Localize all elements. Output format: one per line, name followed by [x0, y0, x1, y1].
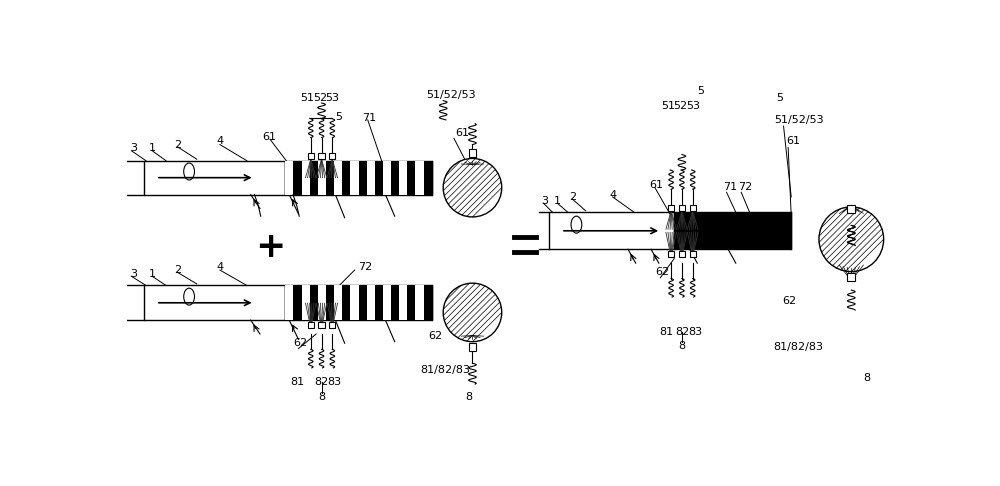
- Bar: [329, 153, 335, 159]
- Bar: [308, 153, 314, 159]
- Bar: [285, 285, 432, 320]
- Bar: [285, 161, 293, 194]
- Text: 8: 8: [863, 373, 870, 383]
- Text: 82: 82: [314, 377, 329, 387]
- Text: 8: 8: [318, 392, 325, 402]
- Bar: [549, 212, 674, 249]
- Text: 81: 81: [659, 327, 674, 337]
- Text: 1: 1: [149, 269, 156, 279]
- Text: 71: 71: [723, 182, 738, 192]
- Bar: [318, 161, 326, 194]
- Ellipse shape: [184, 163, 194, 180]
- Text: 3: 3: [130, 269, 137, 279]
- Text: 61: 61: [455, 128, 469, 138]
- Bar: [350, 285, 359, 320]
- Bar: [144, 161, 285, 194]
- Text: 5: 5: [697, 86, 704, 96]
- Text: 51/52/53: 51/52/53: [426, 90, 476, 100]
- Text: 83: 83: [689, 327, 703, 337]
- Bar: [415, 161, 424, 194]
- Circle shape: [819, 207, 884, 272]
- Text: 62: 62: [655, 267, 669, 278]
- Text: 4: 4: [610, 190, 617, 200]
- Bar: [415, 285, 424, 320]
- Text: 1: 1: [149, 143, 156, 154]
- Text: 53: 53: [325, 93, 339, 104]
- Circle shape: [443, 283, 502, 342]
- Bar: [367, 161, 375, 194]
- Bar: [679, 205, 685, 211]
- Bar: [318, 322, 325, 328]
- Bar: [847, 273, 855, 281]
- Bar: [690, 205, 696, 211]
- Bar: [350, 161, 359, 194]
- Text: 2: 2: [174, 265, 181, 275]
- Bar: [302, 161, 310, 194]
- Text: 62: 62: [782, 296, 796, 306]
- Text: 2: 2: [174, 139, 181, 150]
- Text: 52: 52: [673, 101, 687, 111]
- Bar: [690, 251, 696, 257]
- Bar: [302, 285, 310, 320]
- Bar: [469, 149, 476, 157]
- Text: 3: 3: [541, 196, 548, 206]
- Bar: [334, 161, 342, 194]
- Text: 1: 1: [554, 196, 561, 206]
- Text: 62: 62: [293, 338, 307, 348]
- Bar: [308, 322, 314, 328]
- Bar: [285, 285, 293, 320]
- Circle shape: [443, 158, 502, 217]
- Text: 8: 8: [678, 341, 685, 350]
- Text: 61: 61: [786, 137, 800, 146]
- Bar: [668, 251, 674, 257]
- Text: 51: 51: [661, 101, 675, 111]
- Text: 61: 61: [262, 132, 276, 142]
- Bar: [399, 285, 407, 320]
- Text: 62: 62: [428, 330, 442, 341]
- Bar: [144, 285, 285, 320]
- Text: 81/82/83: 81/82/83: [420, 365, 470, 375]
- Text: 51/52/53: 51/52/53: [774, 115, 824, 125]
- Bar: [367, 285, 375, 320]
- Text: 51: 51: [300, 93, 314, 104]
- Text: 53: 53: [686, 101, 700, 111]
- Bar: [318, 153, 325, 159]
- Text: 5: 5: [335, 112, 342, 122]
- Ellipse shape: [184, 288, 194, 305]
- Text: 2: 2: [569, 192, 577, 202]
- Text: 72: 72: [738, 182, 752, 192]
- Text: 82: 82: [675, 327, 689, 337]
- Bar: [847, 206, 855, 213]
- Text: 4: 4: [216, 137, 223, 146]
- Bar: [469, 343, 476, 351]
- Text: 3: 3: [130, 143, 137, 154]
- Text: 52: 52: [313, 93, 327, 104]
- Text: 5: 5: [776, 93, 783, 104]
- Bar: [285, 161, 432, 194]
- Text: 81: 81: [290, 377, 304, 387]
- Text: 8: 8: [465, 392, 472, 402]
- Bar: [329, 322, 335, 328]
- Ellipse shape: [571, 216, 582, 233]
- Bar: [679, 251, 685, 257]
- Bar: [674, 212, 791, 249]
- Bar: [383, 161, 391, 194]
- Text: 4: 4: [216, 262, 223, 272]
- Text: 72: 72: [358, 262, 373, 272]
- Bar: [668, 205, 674, 211]
- Text: 81/82/83: 81/82/83: [773, 342, 823, 352]
- Bar: [334, 285, 342, 320]
- Text: 71: 71: [362, 113, 376, 122]
- Bar: [383, 285, 391, 320]
- Text: 83: 83: [327, 377, 341, 387]
- Bar: [399, 161, 407, 194]
- Text: +: +: [255, 230, 285, 264]
- Text: 61: 61: [650, 180, 664, 191]
- Bar: [318, 285, 326, 320]
